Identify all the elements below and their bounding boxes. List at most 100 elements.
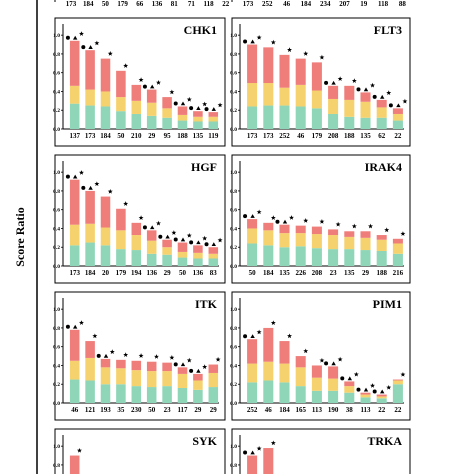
marker-star — [169, 355, 175, 360]
bar-segment — [85, 105, 95, 129]
marker-dot — [65, 324, 70, 329]
bar-segment — [311, 234, 322, 249]
bar-segment — [392, 253, 403, 266]
bar-segment — [100, 227, 111, 246]
bar-segment — [328, 249, 339, 266]
bar-segment — [295, 356, 306, 368]
y-tick-label: 0.6 — [53, 345, 60, 351]
bar-segment — [360, 392, 371, 395]
x-tick-label: 179 — [116, 269, 127, 277]
y-tick-label: 0.0 — [53, 264, 60, 270]
y-tick-label: 0.2 — [230, 108, 237, 114]
x-tick-label: 216 — [393, 269, 404, 277]
marker-triangle — [180, 237, 186, 242]
x-tick-label: 184 — [279, 406, 290, 414]
x-tick-label: 165 — [295, 406, 306, 414]
marker-dot — [243, 39, 248, 44]
y-tick-label: 0.0 — [230, 401, 237, 407]
bar-segment — [392, 243, 403, 254]
bar-segment — [392, 113, 403, 121]
panel-title: PIM1 — [373, 297, 402, 311]
marker-triangle — [211, 242, 216, 247]
x-tick-label: 173 — [69, 269, 80, 277]
marker-star — [256, 329, 262, 335]
bar-segment — [392, 380, 403, 385]
x-tick-label: 173 — [247, 132, 258, 140]
bar-segment — [146, 89, 157, 103]
chart-panels: 0.0 0.2 0.4 0.6 0.8 1.0 CHK1 137 173 184 50 210 29 95… — [53, 17, 411, 474]
y-tick-label: 0.4 — [230, 226, 237, 232]
bar-segment — [311, 226, 322, 235]
bar-segment — [311, 248, 322, 266]
bar-segment — [344, 85, 355, 100]
marker-triangle — [196, 240, 201, 245]
marker-star — [79, 170, 84, 175]
x-tick-label: 135 — [193, 132, 204, 140]
marker-star — [303, 348, 309, 354]
top-strip-left-tick-label: 179 — [117, 0, 128, 8]
top-strip-left-tick-label: 81 — [171, 0, 179, 8]
bar-segment — [193, 116, 203, 122]
bar-segment — [131, 84, 142, 101]
panel-title: ITK — [195, 297, 218, 311]
y-tick-label: 0.8 — [230, 52, 237, 58]
x-tick-label: 23 — [330, 269, 338, 277]
marker-dot — [340, 376, 345, 381]
y-tick-label: 0.0 — [230, 127, 237, 133]
top-strip-right-tick-label: 207 — [339, 0, 350, 8]
bar-segment — [100, 196, 111, 228]
chart-panel-pim1: 0.0 0.2 0.4 0.6 0.8 1.0 PIM1 252 46 184 165 113 190 3… — [230, 291, 411, 421]
bar-segment — [162, 362, 172, 372]
marker-dot — [372, 389, 377, 394]
marker-star — [319, 218, 325, 224]
bar-segment — [279, 87, 290, 106]
marker-dot — [173, 237, 178, 242]
top-strip-tick-labels: 173 184 50 179 66 136 81 71 118 22 173 252 46 184 234 2… — [54, 0, 406, 8]
x-tick-label: 29 — [210, 406, 218, 414]
bar-segment — [392, 384, 403, 403]
bar-segment — [69, 179, 80, 225]
bar-segment — [279, 363, 290, 383]
chart-panel-hgf: 0.0 0.2 0.4 0.6 0.8 1.0 HGF 173 184 20 179 194 136 29… — [53, 154, 226, 284]
x-tick-label: 194 — [131, 269, 142, 277]
top-strip-left-tick-label: 71 — [188, 0, 196, 8]
bar-segment — [328, 98, 339, 114]
x-tick-label: 226 — [295, 269, 306, 277]
bar-segment — [376, 394, 387, 397]
marker-star — [335, 221, 341, 227]
bar-segment — [85, 190, 95, 224]
bar-segment — [100, 358, 111, 368]
bar-segment — [295, 84, 306, 107]
marker-dot — [243, 334, 248, 339]
marker-triangle — [363, 387, 369, 392]
marker-star — [94, 181, 100, 187]
x-tick-label: 121 — [85, 406, 96, 414]
marker-star — [169, 89, 175, 95]
bar-segment — [360, 231, 371, 238]
bar-segment — [193, 252, 203, 259]
marker-star — [202, 101, 208, 107]
marker-triangle — [150, 225, 155, 230]
x-tick-label: 208 — [312, 269, 323, 277]
marker-star — [171, 230, 177, 235]
y-tick-label: 1.0 — [230, 170, 237, 176]
bar-segment — [116, 97, 126, 112]
x-tick-label: 46 — [71, 406, 79, 414]
bar-segment — [131, 250, 142, 266]
marker-triangle — [250, 450, 255, 455]
marker-triangle — [250, 214, 255, 218]
y-tick-label: 0.2 — [230, 245, 237, 251]
y-tick-label: 1.0 — [53, 170, 60, 176]
bar-segment — [116, 70, 126, 98]
bar-segment — [360, 397, 371, 403]
bar-segment — [263, 448, 274, 474]
x-tick-label: 50 — [179, 269, 187, 277]
marker-triangle — [88, 45, 93, 49]
marker-triangle — [250, 39, 255, 44]
y-tick-label: 1.0 — [53, 33, 60, 39]
marker-dot — [173, 362, 178, 367]
marker-star — [202, 364, 208, 370]
y-tick-label: 0.0 — [53, 401, 60, 407]
x-tick-label: 193 — [100, 406, 111, 414]
